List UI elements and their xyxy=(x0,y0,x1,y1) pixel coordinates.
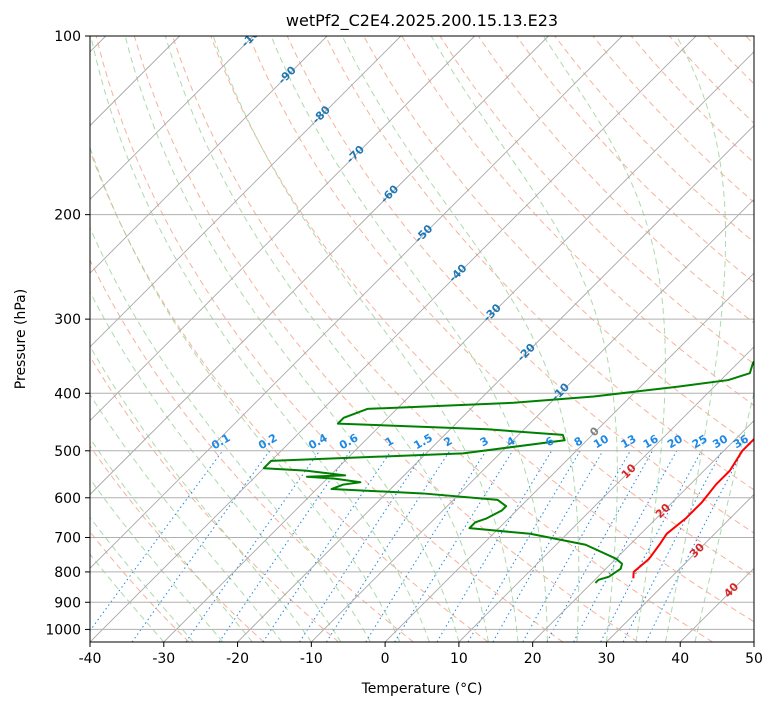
y-tick-label: 500 xyxy=(54,444,81,460)
x-tick-label: -30 xyxy=(152,651,175,667)
mixing-ratio-line xyxy=(185,450,321,642)
x-tick-label: 30 xyxy=(598,651,616,667)
x-tick-label: 0 xyxy=(381,651,390,667)
sounding-profiles xyxy=(262,360,754,584)
isotherm-line xyxy=(237,124,754,642)
mixing-ratio-line xyxy=(600,450,702,642)
dry-adiabat xyxy=(248,36,754,578)
moist-adiabat xyxy=(90,36,430,642)
dry-adiabats xyxy=(90,36,754,642)
x-tick-label: 10 xyxy=(450,651,468,667)
dry-adiabat xyxy=(210,36,754,623)
moist-adiabat xyxy=(164,36,489,642)
y-tick-label: 700 xyxy=(54,531,81,547)
moist-adiabat xyxy=(664,36,727,642)
x-tick-label: 40 xyxy=(671,651,689,667)
y-tick-label: 800 xyxy=(54,565,81,581)
moist-adiabat xyxy=(90,437,253,642)
dewpoint-profile xyxy=(262,360,754,584)
x-axis-title: Temperature (°C) xyxy=(361,681,483,697)
mixing-ratio-line xyxy=(573,450,678,642)
mixing-ratio-line xyxy=(299,450,426,642)
y-axis: 100 200 300 400 500 600 700 800 900 1000 xyxy=(45,29,90,638)
x-tick-label: -40 xyxy=(79,651,102,667)
mixing-ratio-line xyxy=(467,450,581,642)
dry-adiabat xyxy=(516,36,754,284)
moist-adiabat xyxy=(694,390,754,642)
isotherm-line xyxy=(163,51,754,642)
isotherm-line xyxy=(90,36,623,569)
isotherm-line xyxy=(90,36,328,274)
y-tick-label: 900 xyxy=(54,595,81,611)
isotherm-line xyxy=(384,272,754,642)
isotherm-line xyxy=(311,198,754,642)
moist-adiabat xyxy=(212,36,519,642)
dry-adiabat xyxy=(286,36,754,534)
moist-adiabat xyxy=(90,516,194,642)
temperature-profile xyxy=(632,437,754,579)
isotherm-line xyxy=(532,420,754,642)
y-tick-label: 1000 xyxy=(45,622,81,638)
x-tick-label: -10 xyxy=(300,651,323,667)
moist-adiabat xyxy=(542,36,666,642)
pressure-gridlines xyxy=(90,36,754,630)
y-tick-label: 300 xyxy=(54,312,81,328)
y-tick-label: 600 xyxy=(54,491,81,507)
moist-adiabat xyxy=(90,226,371,642)
dry-adiabat xyxy=(90,258,414,642)
moist-adiabats xyxy=(90,36,754,642)
dry-adiabat xyxy=(477,36,754,324)
dry-adiabat xyxy=(172,36,713,642)
chart-title: wetPf2_C2E4.2025.200.15.13.E23 xyxy=(286,11,558,31)
plot-area: -100-90-80-70-60-50-40-30-20-10010203040… xyxy=(90,36,754,642)
plot-frame xyxy=(89,35,755,643)
y-axis-title: Pressure (hPa) xyxy=(13,289,29,389)
moist-adiabat xyxy=(270,36,548,642)
moist-adiabat xyxy=(430,36,618,642)
isotherm-line xyxy=(606,493,754,642)
y-tick-label: 400 xyxy=(54,386,81,402)
moist-adiabat xyxy=(90,145,401,642)
mixing-ratio-line xyxy=(262,450,392,642)
moist-adiabat xyxy=(90,553,165,642)
moist-adiabat xyxy=(341,36,580,642)
isotherm-line xyxy=(90,36,697,642)
moist-adiabat xyxy=(90,478,224,642)
moist-adiabat xyxy=(90,290,342,642)
isotherm-line xyxy=(90,36,475,422)
moist-adiabat xyxy=(124,36,460,642)
dry-adiabat xyxy=(324,36,754,491)
x-tick-label: 50 xyxy=(745,651,763,667)
mixing-ratio-line xyxy=(436,450,553,642)
isotherms xyxy=(90,36,754,642)
dry-adiabat xyxy=(95,36,564,642)
isotherm-line xyxy=(90,36,549,496)
x-axis: -40 -30 -20 -10 0 10 20 30 40 50 xyxy=(79,642,763,667)
isotherm-line xyxy=(90,36,402,348)
mixing-ratio-line xyxy=(365,450,487,642)
isotherm-line xyxy=(90,36,254,200)
moist-adiabat xyxy=(90,393,283,642)
isotherm-line xyxy=(458,346,754,642)
y-tick-label: 100 xyxy=(54,29,81,45)
x-tick-label: -20 xyxy=(226,651,249,667)
x-tick-label: 20 xyxy=(524,651,542,667)
y-tick-label: 200 xyxy=(54,208,81,224)
mixing-ratio-line xyxy=(218,450,351,642)
dry-adiabat xyxy=(90,445,265,642)
